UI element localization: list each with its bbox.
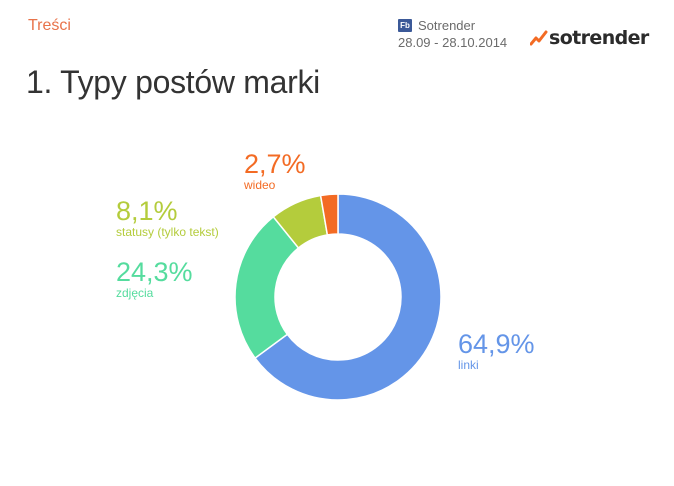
label-wideo: 2,7% wideo (244, 150, 306, 192)
page-title: 1. Typy postów marki (26, 64, 320, 100)
label-linki: 64,9% linki (458, 330, 535, 372)
source-name: Sotrender (418, 18, 476, 33)
category-label-zdjecia: zdjęcia (116, 286, 154, 300)
sotrender-logo-text: sotrender (549, 27, 649, 49)
sotrender-logo: sotrender (530, 27, 649, 49)
section-label: Treści (28, 17, 71, 34)
value-label-linki: 64,9% (458, 329, 535, 359)
label-zdjecia: 24,3% zdjęcia (116, 258, 193, 300)
value-label-statusy: 8,1% (116, 196, 178, 226)
donut-slice-linki (254, 193, 442, 401)
source-info: Fb Sotrender 28.09 - 28.10.2014 (398, 17, 507, 51)
category-label-linki: linki (458, 358, 479, 372)
value-label-zdjecia: 24,3% (116, 257, 193, 287)
source-line: Fb Sotrender (398, 17, 507, 34)
date-range: 28.09 - 28.10.2014 (398, 35, 508, 50)
category-label-statusy: statusy (tylko tekst) (116, 225, 219, 239)
sotrender-logo-icon (530, 30, 548, 46)
value-label-wideo: 2,7% (244, 149, 306, 179)
category-label-wideo: wideo (244, 178, 276, 192)
label-statusy: 8,1% statusy (tylko tekst) (116, 197, 219, 239)
donut-slice-wideo (319, 193, 339, 236)
facebook-icon: Fb (398, 19, 412, 32)
